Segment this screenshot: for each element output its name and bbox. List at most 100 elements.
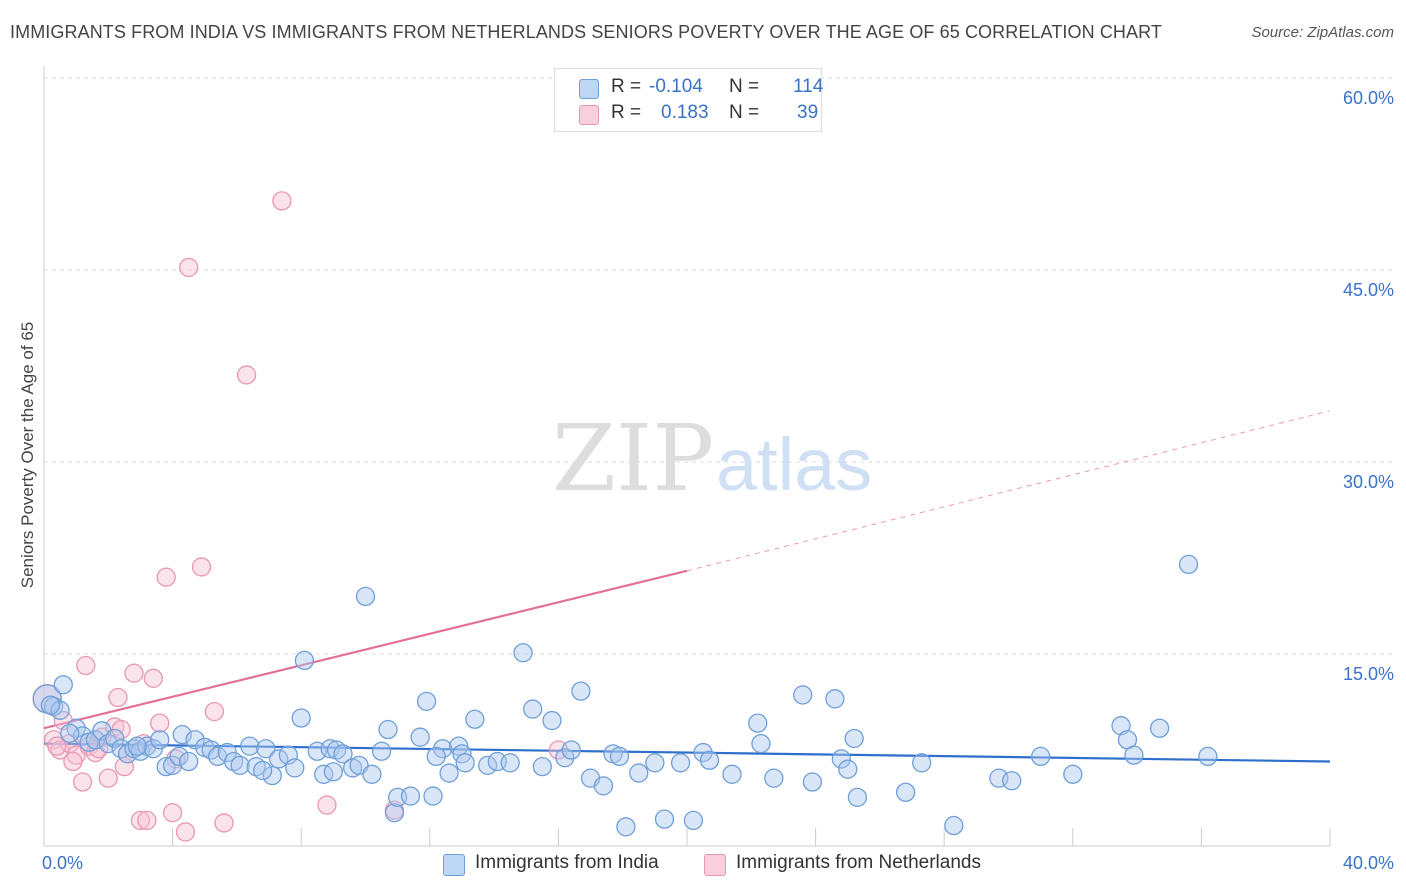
point-netherlands [214, 813, 234, 833]
point-netherlands [137, 810, 157, 831]
legend-n-value-netherlands: 39 [797, 102, 819, 123]
point-india [439, 763, 459, 783]
point-india [523, 699, 543, 719]
point-india [40, 695, 61, 715]
point-india [50, 700, 70, 720]
point-india [513, 643, 533, 663]
trend-line-netherlands-extension [686, 410, 1331, 572]
x-tick-label: 0.0% [42, 853, 83, 873]
legend-r-value-india: -0.104 [649, 76, 703, 97]
x-tick-label: 40.0% [1343, 853, 1394, 873]
point-netherlands [108, 687, 128, 708]
point-netherlands [143, 668, 163, 688]
point-netherlands [236, 365, 257, 385]
point-india [1149, 718, 1170, 738]
point-india [699, 750, 720, 770]
point-india [561, 740, 581, 760]
point-netherlands [156, 567, 176, 587]
y-tick-label: 30.0% [1343, 472, 1394, 492]
point-india [323, 762, 344, 782]
point-india [670, 753, 691, 773]
point-india [416, 691, 437, 712]
point-india [179, 751, 199, 772]
point-india [847, 787, 868, 808]
point-india [616, 817, 636, 837]
point-india [262, 765, 282, 786]
bottom-legend-swatch-india [443, 854, 465, 876]
point-india [410, 727, 430, 747]
point-india [371, 741, 392, 761]
point-india [825, 689, 845, 709]
point-india [693, 742, 713, 763]
watermark: ZIP atlas [552, 405, 872, 512]
point-india [185, 730, 205, 750]
point-netherlands [130, 810, 151, 831]
point-india [423, 786, 443, 806]
point-india [230, 755, 250, 776]
point-india [593, 776, 614, 796]
point-india [844, 728, 864, 749]
point-india [455, 753, 475, 773]
chart-title: IMMIGRANTS FROM INDIA VS IMMIGRANTS FROM… [10, 22, 1162, 42]
point-india [66, 718, 86, 738]
point-netherlands [191, 557, 212, 577]
tick-labels: 15.0% 30.0% 45.0% 60.0% 0.0% 40.0% [42, 88, 1394, 873]
point-india [333, 744, 353, 764]
point-netherlands [98, 768, 118, 788]
point-netherlands [317, 795, 337, 815]
point-india [169, 746, 189, 767]
point-india [285, 758, 305, 778]
point-india [1178, 554, 1199, 575]
point-netherlands [47, 736, 67, 756]
point-india [629, 763, 649, 783]
point-netherlands [72, 772, 93, 792]
point-india [895, 782, 916, 802]
point-india [645, 753, 665, 773]
point-india [1111, 716, 1131, 736]
point-india [105, 728, 125, 749]
point-india [764, 768, 784, 788]
point-india [1002, 771, 1022, 791]
correlation-legend: R = -0.104 N = 114 R = 0.183 N = 39 [554, 68, 823, 132]
trend-line-netherlands [43, 569, 688, 730]
data-points [32, 191, 1218, 842]
point-india [294, 650, 315, 671]
y-axis-label: Seniors Poverty Over the Age of 65 [18, 321, 37, 589]
point-india [912, 753, 932, 773]
point-netherlands [175, 822, 196, 842]
point-netherlands [124, 663, 144, 683]
point-india [532, 756, 552, 777]
point-india [793, 685, 813, 705]
point-india [256, 739, 276, 759]
point-india [150, 730, 170, 750]
axes [43, 66, 1331, 847]
legend-r-label: R = [611, 102, 642, 123]
point-india [542, 710, 562, 731]
point-india [1124, 745, 1144, 765]
bottom-legend-label-india: Immigrants from India [475, 852, 659, 873]
point-india [60, 723, 80, 744]
point-india [355, 586, 376, 607]
point-netherlands [150, 713, 170, 733]
point-india [240, 736, 260, 756]
point-india [838, 759, 858, 779]
point-india [751, 733, 771, 754]
point-netherlands [162, 803, 183, 823]
legend-swatch-india [579, 79, 599, 99]
point-india [1031, 746, 1051, 767]
point-india [500, 753, 520, 773]
point-india [609, 746, 630, 767]
point-india [683, 810, 704, 831]
source-label: Source: ZipAtlas.com [1251, 24, 1394, 41]
point-netherlands [204, 701, 225, 722]
point-india [252, 760, 273, 781]
point-india [384, 803, 405, 823]
point-india [748, 713, 768, 733]
point-india [362, 764, 382, 784]
point-netherlands [63, 751, 83, 772]
point-india [433, 739, 453, 759]
point-india [269, 749, 289, 769]
point-india [400, 786, 421, 806]
point-india [478, 755, 498, 776]
